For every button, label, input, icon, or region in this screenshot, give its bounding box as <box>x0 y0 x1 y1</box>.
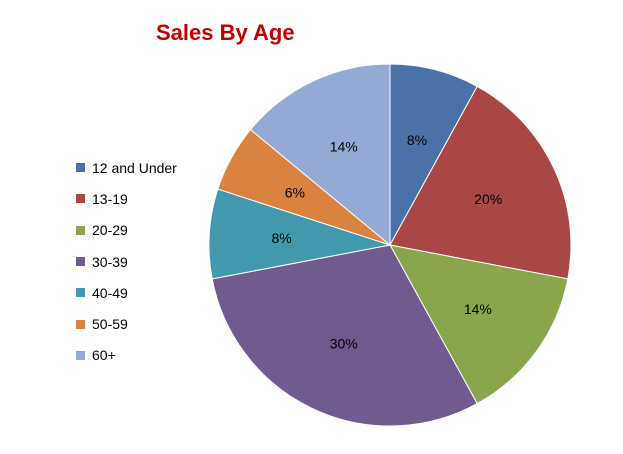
slice-value-label: 14% <box>464 301 492 317</box>
legend-item: 40-49 <box>76 277 177 308</box>
legend-label: 40-49 <box>92 284 128 301</box>
legend-label: 50-59 <box>92 316 128 333</box>
slice-value-label: 30% <box>330 335 358 351</box>
legend-swatch <box>76 319 85 329</box>
legend-swatch <box>76 350 85 360</box>
pie-slice-13-19 <box>389 85 572 280</box>
legend-swatch <box>76 225 85 235</box>
slice-value-label: 8% <box>271 230 291 246</box>
legend-item: 30-39 <box>76 246 177 277</box>
pie-slice-60- <box>249 63 391 247</box>
legend-item: 60+ <box>76 340 177 371</box>
slice-value-label: 20% <box>474 191 502 207</box>
legend-label: 13-19 <box>92 190 128 207</box>
legend-label: 20-29 <box>92 222 128 239</box>
legend-item: 12 and Under <box>76 152 177 183</box>
slice-value-label: 8% <box>407 132 427 148</box>
legend-item: 13-19 <box>76 183 177 214</box>
legend-label: 12 and Under <box>92 159 177 176</box>
pie-slice-30-39 <box>211 244 478 427</box>
pie-slice-12-and-under <box>389 63 478 246</box>
legend-swatch <box>76 288 85 298</box>
pie-slice-20-29 <box>389 244 569 405</box>
legend-item: 20-29 <box>76 215 177 246</box>
legend-label: 60+ <box>92 347 116 364</box>
chart-title: Sales By Age <box>156 20 295 45</box>
legend-swatch <box>76 257 85 267</box>
legend: 12 and Under 13-19 20-29 30-39 40-49 50-59 60+ <box>76 152 177 371</box>
slice-value-label: 14% <box>330 139 358 155</box>
legend-label: 30-39 <box>92 253 128 270</box>
legend-item: 50-59 <box>76 308 177 339</box>
slice-value-label: 6% <box>285 185 305 201</box>
legend-swatch <box>76 194 85 204</box>
pie-slice-40-49 <box>208 188 391 280</box>
legend-swatch <box>76 163 85 173</box>
